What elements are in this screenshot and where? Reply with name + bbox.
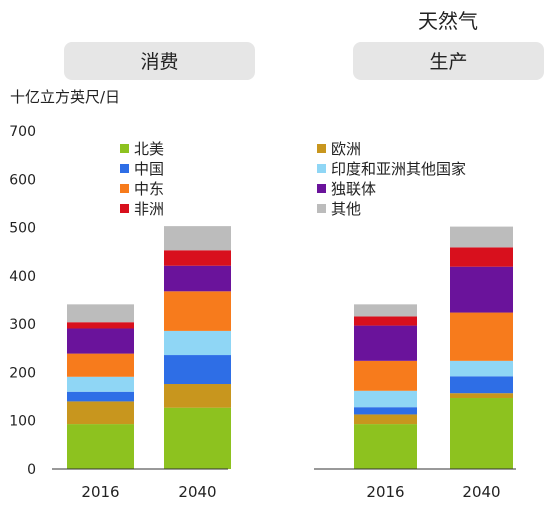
bar-segment — [67, 304, 134, 323]
legend-label: 非洲 — [134, 200, 164, 218]
legend-swatch — [317, 144, 326, 153]
production-panel-header — [353, 42, 544, 80]
bar-segment — [450, 393, 513, 399]
bar-segment — [354, 360, 417, 391]
x-axis-labels: 2016 2040 2016 2040 — [81, 483, 500, 501]
bar-segment — [450, 247, 513, 267]
y-tick-label: 500 — [9, 221, 36, 237]
consumption-panel-header — [64, 42, 255, 80]
bar-segment — [450, 226, 513, 248]
bar-segment — [354, 316, 417, 326]
y-tick-label: 700 — [9, 124, 36, 140]
bar-segment — [450, 312, 513, 361]
legend-label: 其他 — [331, 200, 361, 218]
bar-segment — [354, 304, 417, 317]
legend-label: 中国 — [134, 160, 164, 178]
bar-segment — [450, 266, 513, 313]
bar-segment — [354, 325, 417, 361]
bar-segment — [354, 424, 417, 469]
bar-segment — [67, 424, 134, 469]
bar-segment — [67, 328, 134, 354]
y-axis: 0 100 200 300 400 500 600 700 — [9, 124, 36, 478]
bar-segment — [67, 322, 134, 329]
x-tick-label: 2040 — [178, 483, 216, 501]
legend-swatch — [120, 144, 129, 153]
legend-label: 独联体 — [331, 180, 376, 198]
legend-swatch — [317, 204, 326, 213]
legend-swatch — [317, 184, 326, 193]
x-tick-label: 2016 — [366, 483, 404, 501]
y-tick-label: 100 — [9, 414, 36, 430]
y-tick-label: 200 — [9, 365, 36, 381]
bar-stacks — [67, 226, 513, 469]
bar-segment — [164, 384, 231, 408]
y-tick-label: 600 — [9, 172, 36, 188]
bar-segment — [67, 376, 134, 392]
legend-swatch — [120, 184, 129, 193]
bar-segment — [164, 291, 231, 331]
legend-label: 印度和亚洲其他国家 — [331, 160, 466, 178]
bar-segment — [164, 330, 231, 356]
legend-label: 欧洲 — [331, 140, 361, 158]
y-tick-label: 300 — [9, 317, 36, 333]
legend-swatch — [317, 164, 326, 173]
bar-segment — [164, 355, 231, 385]
production-panel-title: 生产 — [429, 51, 467, 73]
bar-segment — [354, 414, 417, 425]
bar-segment — [67, 391, 134, 402]
y-tick-label: 400 — [9, 269, 36, 285]
bar-segment — [450, 376, 513, 394]
bar-segment — [450, 398, 513, 469]
legend-label: 北美 — [134, 140, 164, 158]
legend-swatch — [120, 164, 129, 173]
bar-segment — [450, 360, 513, 377]
legend-label: 中东 — [134, 180, 164, 198]
bar-segment — [354, 390, 417, 408]
y-axis-unit-label: 十亿立方英尺/日 — [10, 88, 120, 106]
x-tick-label: 2040 — [462, 483, 500, 501]
bar-segment — [164, 226, 231, 251]
bar-segment — [67, 401, 134, 425]
chart-title: 天然气 — [418, 9, 478, 33]
bar-segment — [67, 353, 134, 377]
bar-segment — [354, 407, 417, 415]
bar-segment — [164, 265, 231, 292]
bar-segment — [164, 407, 231, 469]
bar-segment — [164, 250, 231, 266]
consumption-panel-title: 消费 — [140, 51, 178, 73]
legend-swatch — [120, 204, 129, 213]
y-tick-label: 0 — [27, 462, 36, 478]
x-tick-label: 2016 — [81, 483, 119, 501]
